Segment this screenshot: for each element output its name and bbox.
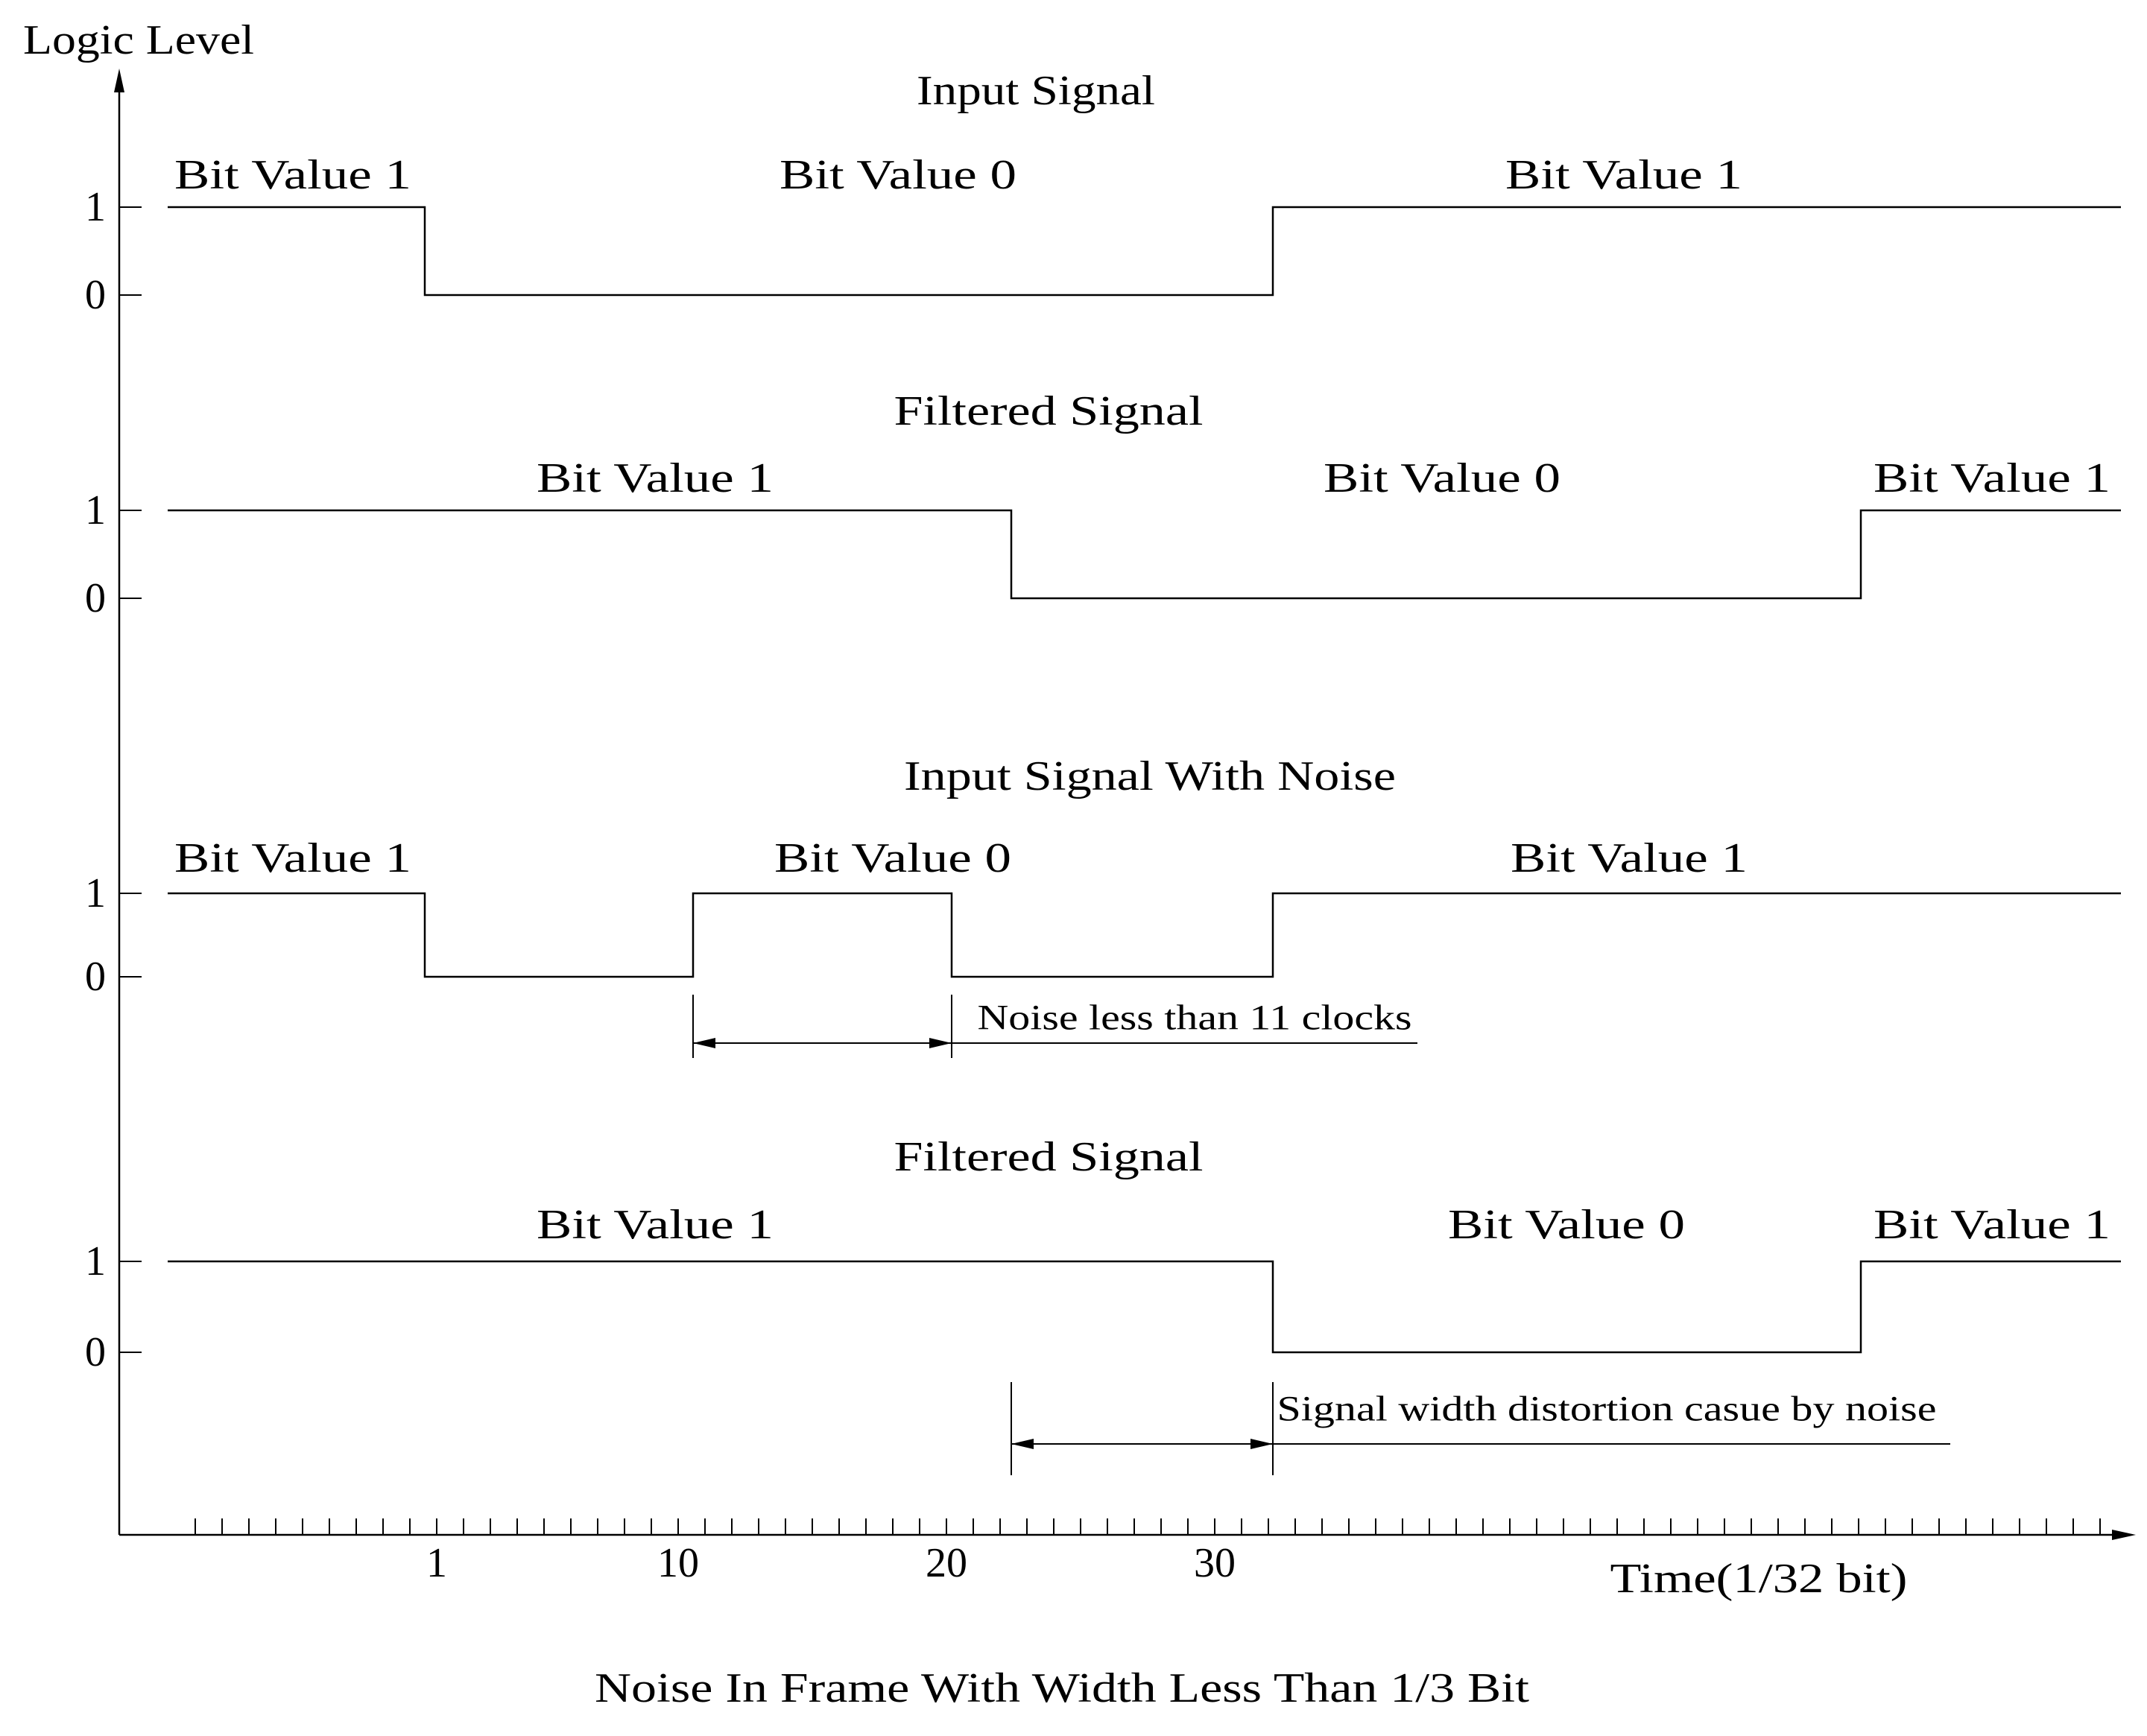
waveform-title-input-signal-with-noise: Input Signal With Noise — [904, 753, 1396, 799]
logic-level-tick-label: 0 — [85, 272, 106, 318]
waveform-filtered-signal-with-distortion — [168, 1260, 2121, 1354]
axes — [114, 69, 2136, 1540]
bit-value-label: Bit Value 1 — [1874, 1202, 2110, 1248]
dimension-arrow-icon — [929, 1038, 952, 1048]
bit-value-label: Bit Value 1 — [537, 455, 774, 501]
x-tick-label: 10 — [657, 1540, 699, 1586]
y-axis-arrow-icon — [114, 69, 124, 92]
x-tick-label: 1 — [426, 1540, 447, 1586]
x-tick-label: 30 — [1194, 1540, 1236, 1586]
dimension-arrow-icon — [693, 1038, 715, 1048]
bit-value-label: Bit Value 0 — [774, 835, 1011, 881]
logic-level-tick-label: 1 — [85, 1238, 106, 1284]
waveform-title-filtered-signal: Filtered Signal — [894, 388, 1204, 434]
x-tick-label: 20 — [926, 1540, 967, 1586]
bit-value-label: Bit Value 1 — [1874, 455, 2110, 501]
waveform-title-input-signal: Input Signal — [917, 68, 1155, 114]
y-axis-title: Logic Level — [23, 17, 254, 63]
bit-value-label: Bit Value 0 — [1448, 1202, 1685, 1248]
logic-level-tick-label: 1 — [85, 870, 106, 916]
logic-level-tick-label: 0 — [85, 575, 106, 621]
dimension-arrow-icon — [1011, 1439, 1034, 1449]
bit-value-label: Bit Value 1 — [537, 1202, 774, 1248]
logic-level-tick-label: 1 — [85, 487, 106, 533]
bit-value-label: Bit Value 0 — [1324, 455, 1561, 501]
waveform-input-signal-with-noise — [168, 892, 2121, 978]
waveform-filtered-signal — [168, 509, 2121, 600]
x-axis-arrow-icon — [2112, 1530, 2136, 1540]
figure-caption: Noise In Frame With Width Less Than 1/3 … — [595, 1665, 1530, 1711]
waveform-input-signal — [168, 206, 2121, 297]
bit-value-label: Bit Value 0 — [780, 152, 1016, 198]
bit-value-label: Bit Value 1 — [1511, 835, 1748, 881]
distortion-annotation-label: Signal width distortion casue by noise — [1277, 1390, 1937, 1429]
bit-value-label: Bit Value 1 — [174, 152, 411, 198]
x-axis-title: Time(1/32 bit) — [1610, 1556, 1908, 1602]
logic-level-tick-label: 0 — [85, 1329, 106, 1375]
waveform-title-filtered-signal-2: Filtered Signal — [894, 1134, 1204, 1180]
logic-level-tick-label: 0 — [85, 954, 106, 1000]
bit-value-label: Bit Value 1 — [1505, 152, 1742, 198]
dimension-arrow-icon — [1250, 1439, 1273, 1449]
logic-level-tick-label: 1 — [85, 184, 106, 230]
bit-value-label: Bit Value 1 — [174, 835, 411, 881]
noise-annotation-label: Noise less than 11 clocks — [978, 998, 1412, 1038]
